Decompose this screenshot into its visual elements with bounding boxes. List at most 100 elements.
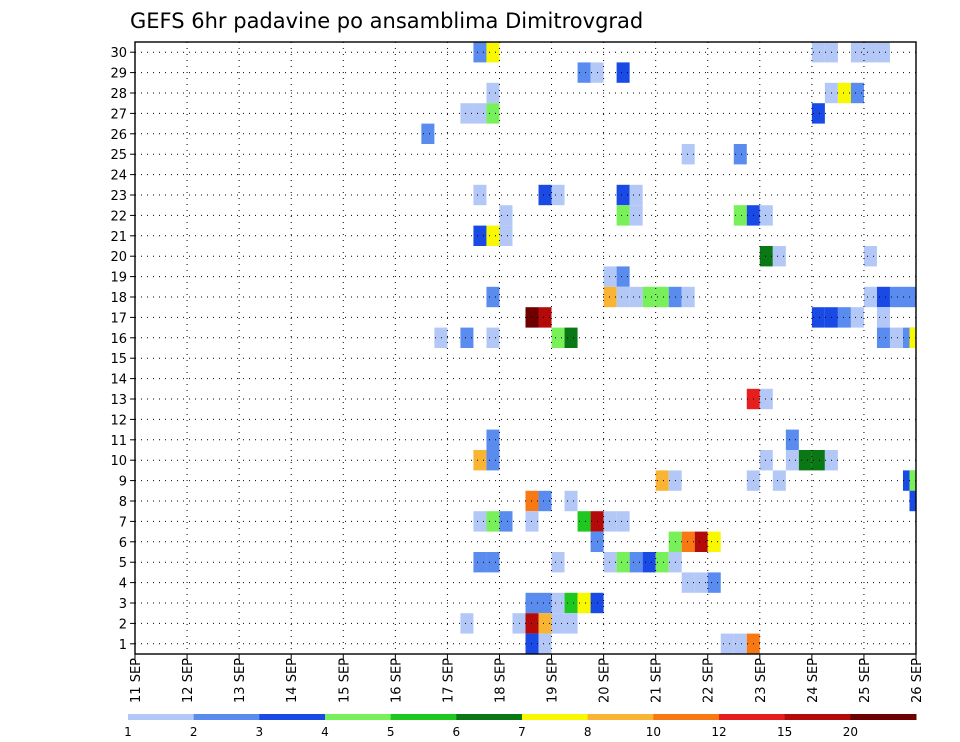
heatmap-cell bbox=[551, 327, 565, 348]
heatmap-cell bbox=[629, 552, 643, 573]
heatmap-cell bbox=[616, 205, 630, 226]
heatmap-cell bbox=[486, 327, 500, 348]
heatmap-cell bbox=[785, 429, 799, 450]
heatmap-cell bbox=[629, 286, 643, 308]
heatmap-cell bbox=[551, 184, 565, 206]
heatmap-cell bbox=[460, 103, 474, 124]
legend-swatch bbox=[784, 714, 851, 720]
y-tick-label: 19 bbox=[110, 271, 127, 286]
heatmap-cell bbox=[603, 266, 617, 287]
heatmap-cell bbox=[603, 552, 617, 573]
heatmap-cell bbox=[473, 42, 487, 63]
heatmap-cell bbox=[616, 266, 630, 287]
legend-label: 15 bbox=[777, 725, 792, 739]
legend-swatch bbox=[587, 714, 654, 720]
heatmap-cell bbox=[486, 511, 500, 532]
heatmap-cell bbox=[434, 327, 448, 348]
heatmap-cell bbox=[694, 531, 708, 552]
legend-swatch bbox=[522, 714, 589, 720]
heatmap-cell bbox=[486, 286, 500, 308]
legend-swatch bbox=[719, 714, 786, 720]
y-tick-label: 7 bbox=[119, 515, 127, 530]
heatmap-cell bbox=[720, 633, 734, 654]
heatmap-cell bbox=[616, 511, 630, 532]
y-tick-label: 28 bbox=[110, 87, 127, 102]
y-tick-label: 15 bbox=[110, 352, 127, 367]
x-tick-label: 14 SEP bbox=[285, 658, 300, 703]
y-tick-label: 6 bbox=[119, 536, 127, 551]
x-tick-label: 23 SEP bbox=[754, 658, 769, 703]
y-tick-label: 5 bbox=[119, 556, 127, 571]
heatmap-cell bbox=[551, 552, 565, 573]
y-tick-label: 21 bbox=[110, 230, 127, 245]
x-tick-label: 21 SEP bbox=[650, 658, 665, 703]
heatmap-cell bbox=[473, 450, 487, 471]
x-tick-label: 19 SEP bbox=[546, 658, 561, 703]
legend: 1 2 3 4 5 6 7 8 10 12 15 20 bbox=[124, 714, 917, 739]
heatmap-cell bbox=[655, 286, 669, 308]
heatmap-cell bbox=[525, 511, 539, 532]
heatmap-cell bbox=[473, 184, 487, 206]
heatmap-cell bbox=[486, 552, 500, 573]
heatmap-cell bbox=[850, 42, 864, 63]
heatmap-cell bbox=[473, 511, 487, 532]
heatmap-cell bbox=[486, 82, 500, 104]
heatmap-cell bbox=[564, 592, 578, 614]
heatmap-cell bbox=[486, 42, 500, 63]
heatmap-cell bbox=[538, 633, 552, 654]
heatmap-cell bbox=[811, 103, 825, 124]
heatmap-cell bbox=[616, 286, 630, 308]
heatmap-cell bbox=[538, 613, 552, 634]
heatmap-cell bbox=[551, 592, 565, 614]
heatmap-cell bbox=[616, 62, 630, 83]
y-tick-label: 4 bbox=[119, 577, 127, 592]
legend-swatch bbox=[390, 714, 457, 720]
heatmap-cell bbox=[603, 511, 617, 532]
legend-label: 20 bbox=[843, 725, 858, 739]
heatmap-cell bbox=[616, 184, 630, 206]
legend-swatch bbox=[850, 714, 917, 720]
legend-label: 5 bbox=[387, 725, 395, 739]
legend-swatch bbox=[128, 714, 195, 720]
heatmap-cell bbox=[616, 552, 630, 573]
heatmap-cell bbox=[473, 103, 487, 124]
heatmap-cell bbox=[707, 572, 721, 593]
heatmap-cell bbox=[486, 103, 500, 124]
y-tick-label: 22 bbox=[110, 209, 127, 224]
heatmap-cell bbox=[499, 511, 513, 532]
heatmap-cell bbox=[577, 592, 591, 614]
heatmap-cell bbox=[811, 42, 825, 63]
heatmap-cell bbox=[863, 286, 877, 308]
y-tick-label: 8 bbox=[119, 495, 127, 510]
x-tick-label: 17 SEP bbox=[441, 658, 456, 703]
heatmap-cell bbox=[512, 613, 526, 634]
heatmap-cell bbox=[629, 184, 643, 206]
grid-lines bbox=[135, 42, 916, 654]
legend-label: 6 bbox=[453, 725, 461, 739]
y-tick-label: 3 bbox=[119, 597, 127, 612]
heatmap-cell bbox=[811, 450, 825, 471]
heatmap-cell bbox=[798, 450, 812, 471]
heatmap-cell bbox=[525, 490, 539, 512]
heatmap-cell bbox=[733, 205, 747, 226]
legend-swatch bbox=[653, 714, 720, 720]
heatmap-cell bbox=[486, 429, 500, 450]
legend-swatch bbox=[259, 714, 326, 720]
heatmap-cell bbox=[876, 307, 890, 328]
heatmap-cell bbox=[694, 572, 708, 593]
heatmap-cell bbox=[421, 123, 435, 144]
y-tick-label: 14 bbox=[110, 373, 127, 388]
heatmap-cell bbox=[681, 531, 695, 552]
heatmap-cell bbox=[538, 307, 552, 328]
heatmap-cell bbox=[876, 42, 890, 63]
chart-title: GEFS 6hr padavine po ansamblima Dimitrov… bbox=[130, 9, 643, 33]
x-tick-label: 11 SEP bbox=[129, 658, 144, 703]
y-tick-label: 10 bbox=[110, 454, 127, 469]
heatmap-cell bbox=[525, 633, 539, 654]
x-tick-label: 24 SEP bbox=[806, 658, 821, 703]
y-tick-label: 16 bbox=[110, 332, 127, 347]
heatmap-cell bbox=[603, 286, 617, 308]
x-tick-label: 22 SEP bbox=[702, 658, 717, 703]
y-tick-label: 13 bbox=[110, 393, 127, 408]
heatmap-cell bbox=[525, 592, 539, 614]
